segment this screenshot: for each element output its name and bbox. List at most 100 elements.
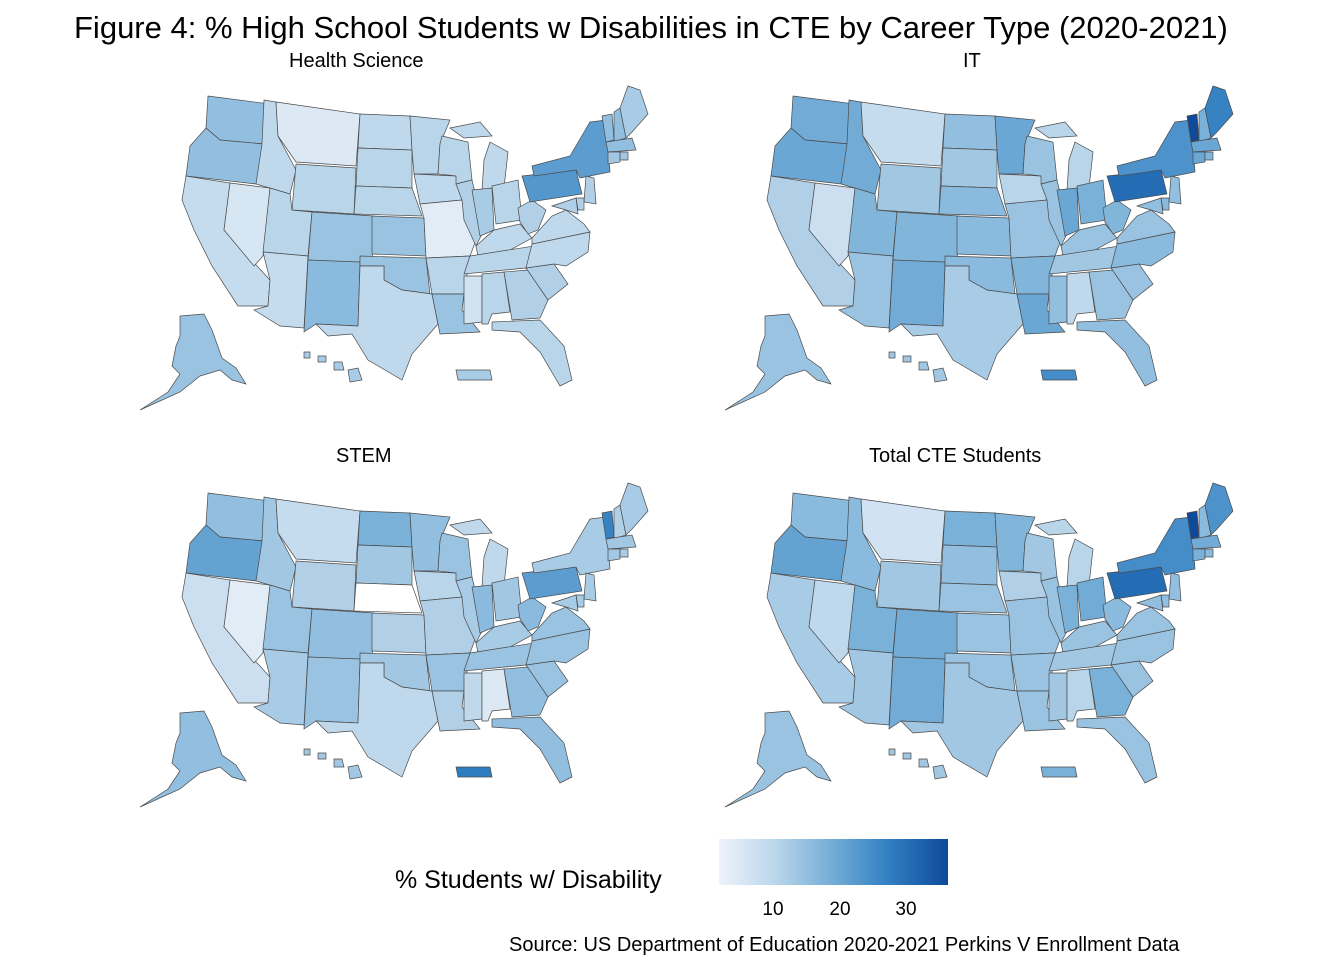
state-mt — [275, 101, 361, 167]
state-ne — [938, 582, 1008, 614]
legend-tick-label: 10 — [762, 899, 784, 920]
state-fl — [491, 319, 573, 387]
state-va — [531, 209, 591, 245]
state-nj — [1168, 572, 1182, 602]
state-ia — [413, 173, 463, 205]
state-nv — [223, 182, 271, 267]
state-ny — [531, 119, 611, 179]
state-mt — [860, 498, 946, 564]
legend-tick-label: 20 — [829, 899, 851, 920]
state-nm — [888, 656, 946, 730]
legend-colorbar — [719, 839, 948, 885]
state-nd — [942, 113, 998, 151]
legend-tickmark — [906, 885, 907, 890]
source-caption: Source: US Department of Education 2020-… — [509, 934, 1180, 956]
state-ks — [956, 215, 1012, 257]
state-md — [550, 197, 579, 215]
state-nv — [808, 182, 856, 267]
state-ia — [998, 570, 1048, 602]
state-pr — [1040, 766, 1078, 778]
state-ny — [531, 516, 611, 576]
state-ms — [463, 672, 483, 722]
state-pa — [1106, 169, 1168, 203]
state-sd — [940, 147, 998, 189]
state-ia — [413, 570, 463, 602]
state-va — [1116, 606, 1176, 642]
state-ri — [1204, 151, 1214, 161]
state-ne — [353, 185, 423, 217]
state-nj — [583, 572, 597, 602]
state-ia — [998, 173, 1048, 205]
state-nd — [357, 510, 413, 548]
state-hi — [303, 748, 363, 780]
panel-title-health-science: Health Science — [289, 50, 424, 72]
state-ri — [619, 151, 629, 161]
state-ne — [353, 582, 423, 614]
state-ks — [371, 215, 427, 257]
state-ak — [724, 313, 832, 411]
state-va — [531, 606, 591, 642]
state-oh — [491, 576, 523, 622]
state-ct — [607, 548, 621, 562]
state-ma — [1190, 137, 1222, 153]
state-ma — [605, 534, 637, 550]
state-nm — [303, 656, 361, 730]
state-ar — [425, 652, 471, 692]
legend-tickmark — [840, 885, 841, 890]
state-ks — [371, 612, 427, 654]
state-md — [1135, 197, 1164, 215]
state-nd — [357, 113, 413, 151]
state-me — [619, 85, 649, 139]
state-pr — [455, 766, 493, 778]
state-fl — [491, 716, 573, 784]
state-wi — [437, 532, 473, 582]
state-ak — [724, 710, 832, 808]
map-it — [724, 85, 1234, 411]
state-nv — [808, 579, 856, 664]
state-ct — [1192, 548, 1206, 562]
state-oh — [1076, 576, 1108, 622]
state-pr — [455, 369, 493, 381]
state-sd — [940, 544, 998, 586]
state-ms — [1048, 672, 1068, 722]
state-nv — [223, 579, 271, 664]
state-oh — [1076, 179, 1108, 225]
state-ar — [1010, 255, 1056, 295]
state-ar — [1010, 652, 1056, 692]
state-ri — [619, 548, 629, 558]
state-pa — [1106, 566, 1168, 600]
state-mt — [860, 101, 946, 167]
state-ri — [1204, 548, 1214, 558]
state-nm — [303, 259, 361, 333]
state-tx — [315, 662, 439, 778]
state-ny — [1116, 516, 1196, 576]
state-ma — [605, 137, 637, 153]
state-va — [1116, 209, 1176, 245]
state-pa — [521, 566, 583, 600]
state-tx — [900, 265, 1024, 381]
state-ga — [503, 666, 549, 718]
state-ga — [503, 269, 549, 321]
panel-title-it: IT — [963, 50, 981, 72]
state-ny — [1116, 119, 1196, 179]
state-hi — [888, 748, 948, 780]
state-ak — [139, 313, 247, 411]
state-wy — [291, 560, 357, 612]
state-hi — [303, 351, 363, 383]
state-ct — [607, 151, 621, 165]
state-ga — [1088, 269, 1134, 321]
state-wi — [437, 135, 473, 185]
panel-title-stem: STEM — [336, 445, 392, 467]
state-tx — [900, 662, 1024, 778]
state-tx — [315, 265, 439, 381]
state-wi — [1022, 135, 1058, 185]
state-ak — [139, 710, 247, 808]
legend-title: % Students w/ Disability — [395, 866, 662, 894]
legend-tickmark — [773, 885, 774, 890]
state-pr — [1040, 369, 1078, 381]
state-ne — [938, 185, 1008, 217]
state-fl — [1076, 716, 1158, 784]
state-nj — [583, 175, 597, 205]
state-ks — [956, 612, 1012, 654]
state-wi — [1022, 532, 1058, 582]
